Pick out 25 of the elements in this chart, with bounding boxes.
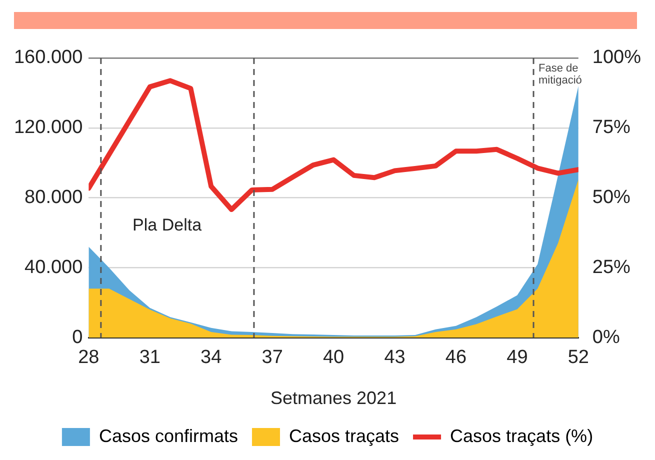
x-tick-label: 43: [384, 347, 406, 368]
legend-label: Casos traçats: [288, 426, 400, 446]
y-tick-label: 80.000: [24, 187, 83, 208]
x-tick-label: 28: [78, 347, 100, 368]
legend-label: Casos traçats (%): [450, 426, 594, 446]
y2-tick-label: 100%: [592, 47, 642, 68]
x-tick-label: 49: [506, 347, 528, 368]
x-tick-label: 46: [445, 347, 467, 368]
y2-tick-label: 0%: [592, 326, 620, 348]
ref-line-label: Fase de mitigació: [538, 62, 582, 87]
y2-tick-label: 50%: [592, 187, 631, 208]
x-axis-title: Setmanes 2021: [270, 388, 397, 408]
annotation: Pla Delta: [132, 215, 202, 234]
y-tick-label: 40.000: [24, 256, 83, 278]
legend-label: Casos confirmats: [98, 426, 238, 446]
y2-tick-label: 75%: [592, 117, 631, 138]
y-tick-label: 120.000: [14, 117, 83, 138]
x-tick-label: 40: [322, 347, 344, 368]
x-tick-label: 52: [568, 347, 589, 368]
y2-tick-label: 25%: [592, 256, 631, 278]
x-tick-label: 37: [262, 347, 283, 368]
x-tick-label: 31: [139, 347, 160, 368]
x-tick-label: 34: [200, 347, 222, 368]
y-tick-label: 0: [72, 326, 83, 348]
y-tick-label: 160.000: [14, 47, 83, 68]
